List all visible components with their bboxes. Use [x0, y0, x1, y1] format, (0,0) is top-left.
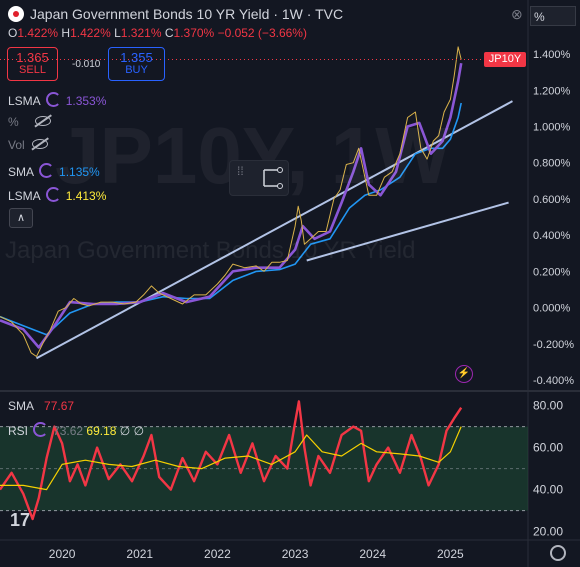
- indicator-name: RSI: [8, 424, 29, 438]
- rsi-y-tick-label: 80.00: [533, 399, 563, 413]
- ohlc-value: −0.052 (−3.66%): [217, 26, 307, 40]
- indicator-volume[interactable]: Vol: [8, 138, 48, 152]
- y-tick-label: 0.800%: [533, 158, 571, 170]
- cycle-icon[interactable]: [39, 163, 55, 178]
- y-tick-label: 0.200%: [533, 266, 571, 278]
- indicator-value: 1.135%: [59, 165, 100, 179]
- buy-price: 1.355: [120, 50, 153, 65]
- sell-button[interactable]: 1.365 SELL: [7, 47, 58, 81]
- chart-header: Japan Government Bonds 10 YR Yield · 1W …: [8, 6, 343, 22]
- y-tick-label: -0.200%: [533, 339, 574, 351]
- indicator-name: LSMA: [8, 189, 41, 203]
- y-tick-label: -0.400%: [533, 375, 574, 387]
- indicator-value: 77.67: [44, 399, 75, 413]
- rsi-y-tick-label: 60.00: [533, 441, 563, 455]
- ohlc-value: 1.422%: [17, 26, 62, 40]
- gear-icon[interactable]: [550, 545, 566, 561]
- lsma-line: [0, 62, 463, 349]
- x-tick-label: 2020: [49, 547, 76, 561]
- eye-hidden-icon[interactable]: [31, 139, 48, 149]
- indicator-lsma-2[interactable]: LSMA 1.413%: [8, 187, 106, 203]
- eye-hidden-icon[interactable]: [34, 116, 51, 126]
- price-line: [0, 46, 462, 357]
- scale-mode-select[interactable]: %: [530, 6, 576, 26]
- ruler-icon: [263, 167, 283, 189]
- rsi-sma-legend[interactable]: SMA 77.67: [8, 399, 74, 413]
- measure-tool[interactable]: ⁞⁞: [229, 160, 289, 196]
- indicator-lsma-1[interactable]: LSMA 1.353%: [8, 92, 106, 108]
- lightning-icon[interactable]: ⚡: [455, 365, 473, 383]
- cycle-icon[interactable]: [45, 92, 61, 107]
- cycle-icon[interactable]: [45, 187, 61, 202]
- rsi-band: [0, 426, 528, 511]
- tradingview-logo[interactable]: 17: [10, 510, 31, 530]
- spread-value: -0.010: [72, 59, 101, 70]
- indicator-name: SMA: [8, 165, 35, 179]
- ohlc-key: O: [8, 26, 18, 40]
- indicator-name: LSMA: [8, 94, 41, 108]
- indicator-sma[interactable]: SMA 1.135%: [8, 163, 100, 179]
- indicator-percent[interactable]: %: [8, 115, 51, 129]
- watermark-name: Japan Government Bonds 10 YR Yield: [5, 237, 416, 264]
- ohlc-readout: O1.422% H1.422% L1.321% C1.370% −0.052 (…: [8, 26, 307, 40]
- close-icon[interactable]: ⊗: [511, 6, 523, 22]
- indicator-value: 1.413%: [65, 189, 107, 203]
- cycle-icon[interactable]: [33, 422, 49, 437]
- rsi-line: [0, 400, 463, 521]
- rsi-sma-line: [0, 426, 462, 491]
- y-tick-label: 0.400%: [533, 230, 571, 242]
- chart-title: Japan Government Bonds 10 YR Yield · 1W …: [30, 6, 344, 22]
- trend-line: [306, 201, 509, 262]
- y-tick-label: 0.000%: [533, 303, 571, 315]
- chevron-up-icon[interactable]: ∧: [9, 208, 33, 228]
- rsi-value-1: 73.62: [53, 424, 84, 438]
- ohlc-value: 1.370%: [173, 26, 218, 40]
- indicator-name: SMA: [8, 399, 35, 413]
- y-tick-label: 1.200%: [533, 85, 571, 97]
- indicator-name: %: [8, 115, 19, 129]
- y-tick-label: 1.400%: [533, 49, 571, 61]
- sell-price: 1.365: [16, 50, 49, 65]
- x-tick-label: 2023: [282, 547, 309, 561]
- ohlc-value: 1.422%: [70, 26, 115, 40]
- ohlc-value: 1.321%: [120, 26, 165, 40]
- rsi-y-tick-label: 40.00: [533, 483, 563, 497]
- sell-label: SELL: [19, 64, 46, 76]
- ohlc-key: H: [61, 26, 71, 40]
- trend-line: [36, 100, 513, 360]
- rsi-y-tick-label: 20.00: [533, 525, 563, 539]
- drag-handle-icon[interactable]: ⁞⁞: [237, 164, 244, 178]
- indicator-name: Vol: [8, 138, 25, 152]
- buy-label: BUY: [125, 64, 148, 76]
- x-tick-label: 2024: [359, 547, 386, 561]
- rsi-legend[interactable]: RSI 73.62 69.18 ∅ ∅: [8, 422, 144, 438]
- ohlc-key: L: [114, 26, 121, 40]
- symbol-price-badge: JP10Y: [484, 52, 526, 67]
- buy-button[interactable]: 1.355 BUY: [108, 47, 165, 81]
- x-tick-label: 2022: [204, 547, 231, 561]
- y-tick-label: 0.600%: [533, 194, 571, 206]
- y-tick-label: 1.000%: [533, 122, 571, 134]
- rsi-value-2: 69.18: [86, 424, 117, 438]
- ohlc-key: C: [164, 26, 174, 40]
- japan-flag-icon: [8, 6, 24, 22]
- x-tick-label: 2025: [437, 547, 464, 561]
- rsi-value-4: ∅: [133, 424, 145, 438]
- rsi-value-3: ∅: [119, 424, 131, 438]
- indicator-value: 1.353%: [65, 94, 107, 108]
- x-tick-label: 2021: [126, 547, 153, 561]
